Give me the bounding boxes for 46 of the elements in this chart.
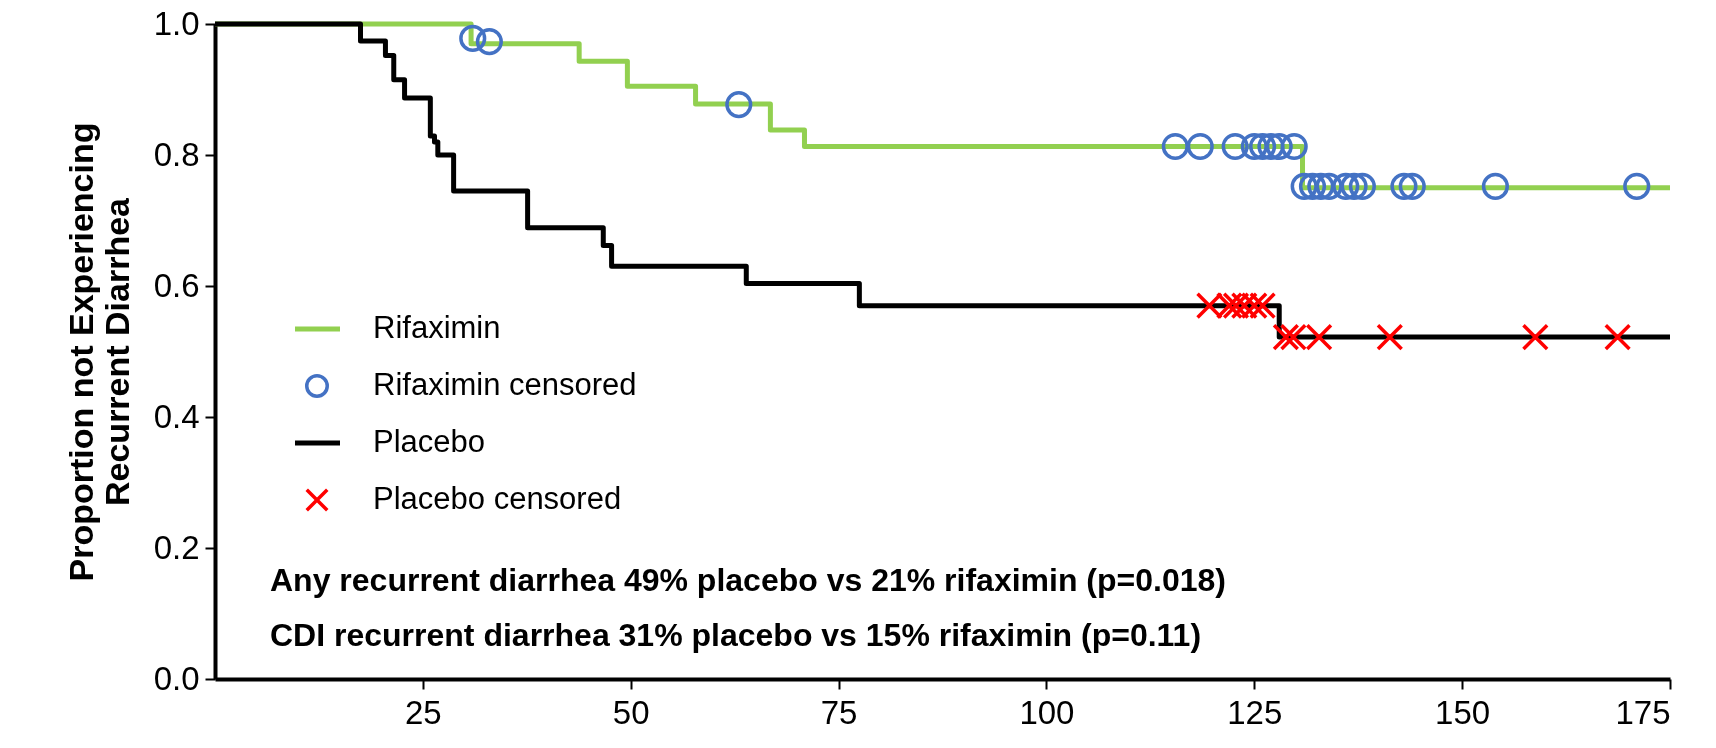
x-tick-label: 125: [1227, 693, 1283, 731]
point: [1298, 172, 1327, 200]
x-tick-label: 175: [1615, 693, 1671, 731]
point: [475, 28, 503, 56]
point: [1376, 323, 1404, 351]
y-tick-label: 0.8: [153, 135, 200, 173]
point: [1290, 172, 1318, 200]
point: [1332, 172, 1360, 200]
legend-label: Rifaximin: [373, 310, 501, 345]
point: [1265, 132, 1293, 161]
point: [1348, 172, 1376, 200]
x-tick-label: 50: [612, 693, 650, 731]
y-tick-label: 1.0: [153, 4, 200, 42]
point: [1307, 172, 1335, 200]
point: [1280, 132, 1308, 161]
x-tick-label: 150: [1435, 693, 1491, 731]
y-tick-label: 0.2: [153, 528, 200, 566]
point: [1398, 172, 1426, 200]
legend-label: Rifaximin censored: [373, 367, 637, 402]
x-tick-label: 25: [405, 693, 442, 731]
point: [1221, 132, 1249, 161]
point: [1604, 323, 1632, 351]
point: [1240, 132, 1268, 161]
point: [1521, 323, 1549, 351]
point: [1315, 172, 1343, 200]
point: [1481, 172, 1509, 200]
y-tick-label: 0.4: [153, 397, 200, 435]
point: [1161, 132, 1189, 161]
x-tick-label: 100: [1019, 693, 1075, 731]
annotation: Any recurrent diarrhea 49% placebo vs 21% rifaximin (p=0.018): [270, 562, 1226, 598]
point: [1340, 172, 1368, 200]
y-tick-label: 0.0: [153, 659, 200, 697]
point: [1623, 172, 1651, 200]
point: [459, 24, 487, 52]
y-tick-label: 0.6: [153, 266, 200, 304]
legend-label: Placebo censored: [373, 481, 622, 516]
x-tick-label: 75: [820, 693, 858, 731]
point: [725, 91, 753, 119]
point: [1272, 323, 1300, 351]
y-axis-title: Proportion not Experiencing Recurrent Diarrhea: [61, 122, 136, 582]
legend-label: Placebo: [373, 424, 486, 459]
point: [1390, 172, 1418, 200]
point: [1257, 132, 1285, 161]
annotation: CDI recurrent diarrhea 31% placebo vs 15% rifaximin (p=0.11): [270, 617, 1202, 653]
point: [1186, 132, 1214, 161]
point: [1249, 132, 1277, 161]
